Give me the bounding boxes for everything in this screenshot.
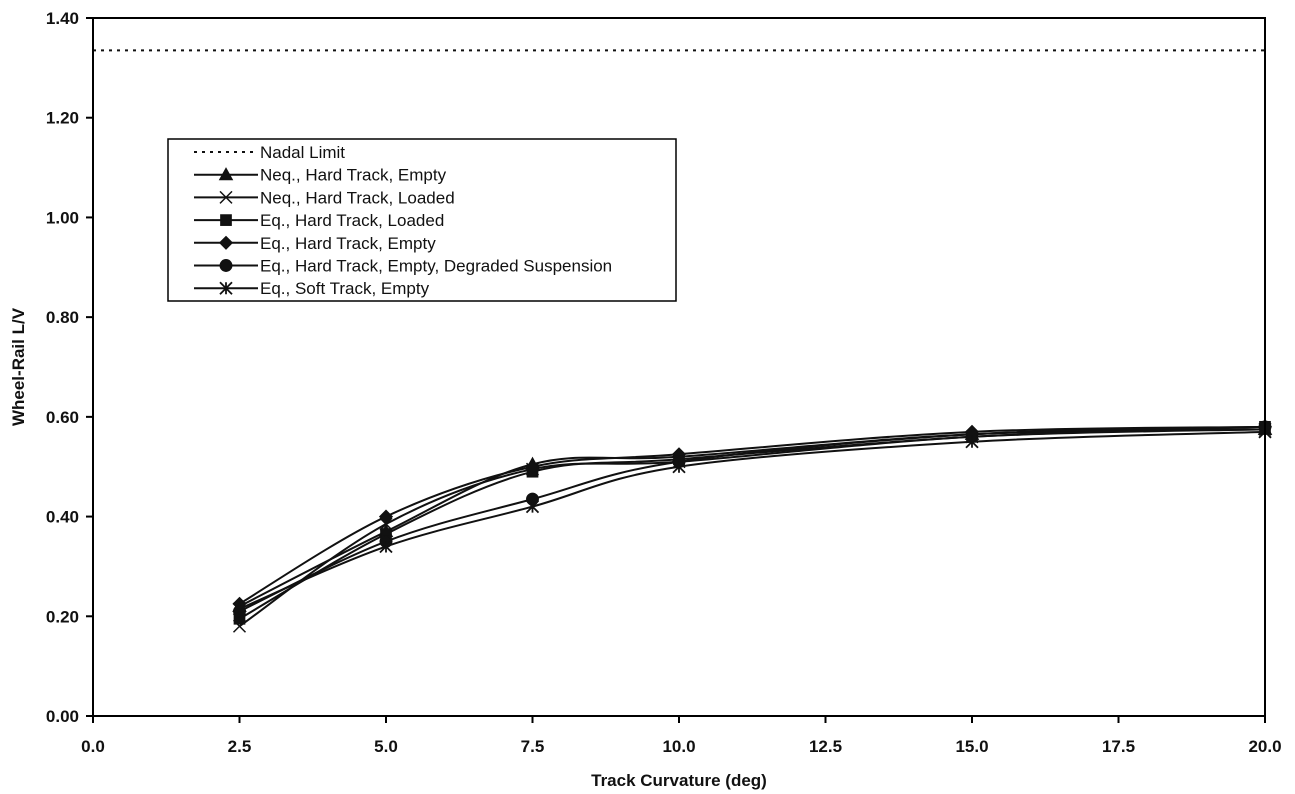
y-tick-label: 0.40 bbox=[46, 508, 79, 527]
marker-diamond bbox=[525, 459, 540, 474]
y-tick-label: 1.20 bbox=[46, 109, 79, 128]
series-line bbox=[238, 425, 1266, 605]
marker-asterisk bbox=[525, 499, 540, 514]
marker-asterisk bbox=[379, 539, 393, 554]
legend-label: Eq., Soft Track, Empty bbox=[260, 279, 430, 298]
x-axis-title: Track Curvature (deg) bbox=[591, 771, 767, 790]
y-tick-label: 1.40 bbox=[46, 9, 79, 28]
marker-x bbox=[379, 517, 393, 531]
marker-triangle bbox=[218, 167, 234, 181]
series-line bbox=[238, 425, 1266, 620]
marker-asterisk bbox=[965, 435, 979, 449]
legend-label: Eq., Hard Track, Empty bbox=[260, 234, 436, 253]
x-tick-label: 20.0 bbox=[1248, 737, 1281, 756]
marker-asterisk bbox=[672, 460, 686, 474]
legend-label: Nadal Limit bbox=[260, 143, 345, 162]
y-tick-label: 0.00 bbox=[46, 707, 79, 726]
x-axis: 0.0 2.5 5.0 7.5 10.0 12.5 15.0 17.5 20.0 bbox=[81, 716, 1282, 756]
x-tick-label: 7.5 bbox=[521, 737, 545, 756]
x-tick-label: 12.5 bbox=[809, 737, 842, 756]
legend: Nadal Limit Neq., Hard Track, Empty Neq., … bbox=[167, 138, 677, 302]
x-tick-label: 10.0 bbox=[662, 737, 695, 756]
legend-label: Neq., Hard Track, Empty bbox=[260, 166, 447, 185]
marker-diamond bbox=[218, 235, 234, 250]
y-tick-label: 1.00 bbox=[46, 208, 79, 227]
x-tick-label: 0.0 bbox=[81, 737, 105, 756]
marker-asterisk bbox=[219, 281, 233, 295]
legend-label: Eq., Hard Track, Loaded bbox=[260, 211, 444, 230]
y-tick-label: 0.80 bbox=[46, 308, 79, 327]
x-tick-label: 15.0 bbox=[955, 737, 988, 756]
marker-x bbox=[219, 190, 233, 204]
series-2 bbox=[232, 422, 1272, 633]
x-tick-label: 5.0 bbox=[374, 737, 398, 756]
marker-square bbox=[220, 214, 232, 226]
y-axis: 0.00 0.20 0.40 0.60 0.80 1.00 1.20 1.40 bbox=[46, 9, 93, 726]
plot-frame bbox=[92, 17, 1266, 717]
series-4 bbox=[232, 419, 1273, 611]
x-tick-label: 2.5 bbox=[228, 737, 252, 756]
marker-diamond bbox=[378, 509, 394, 524]
series-6 bbox=[232, 425, 1272, 616]
series-group bbox=[93, 49, 1273, 633]
legend-label: Neq., Hard Track, Loaded bbox=[260, 188, 455, 207]
marker-asterisk bbox=[232, 602, 247, 616]
y-tick-label: 0.60 bbox=[46, 408, 79, 427]
marker-circle bbox=[219, 259, 233, 272]
y-axis-title: Wheel-Rail L/V bbox=[9, 307, 28, 426]
y-tick-label: 0.20 bbox=[46, 607, 79, 626]
legend-label: Eq., Hard Track, Empty, Degraded Suspens… bbox=[260, 257, 612, 276]
x-tick-label: 17.5 bbox=[1102, 737, 1135, 756]
